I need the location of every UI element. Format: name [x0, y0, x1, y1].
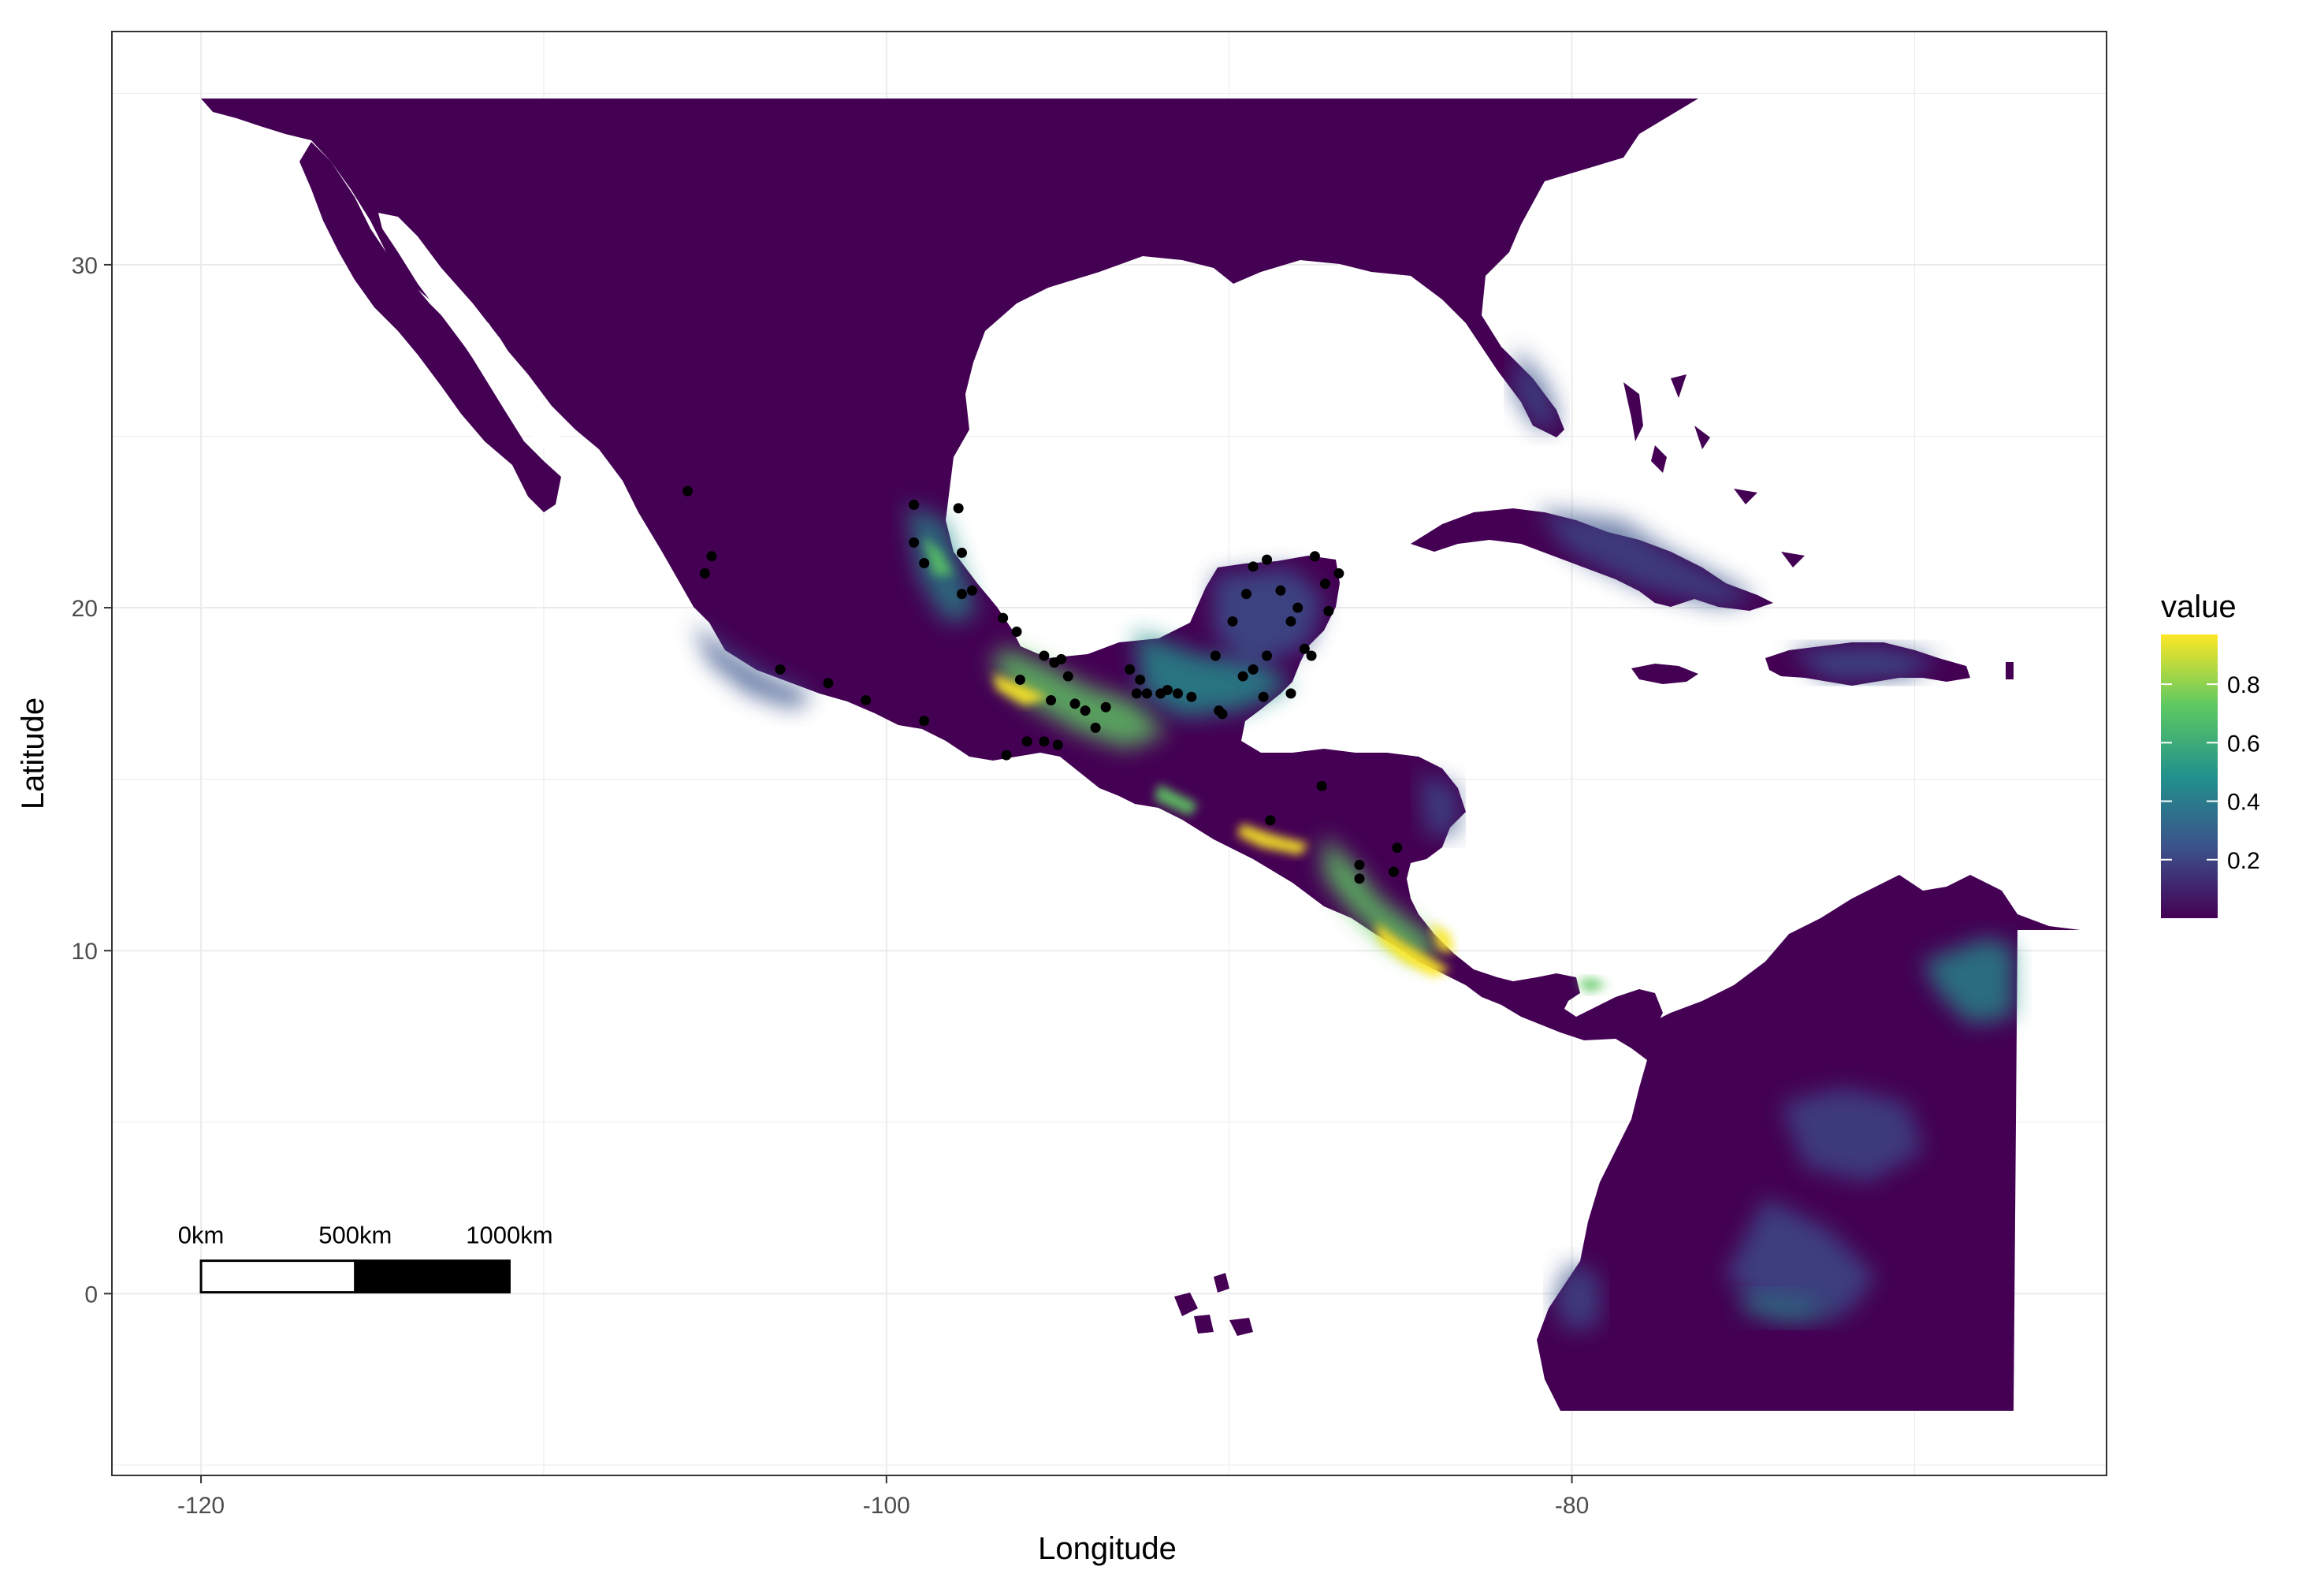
occurrence-point — [1131, 688, 1142, 699]
occurrence-point — [1080, 705, 1091, 716]
occurrence-point — [1323, 605, 1334, 616]
occurrence-point — [1021, 736, 1032, 747]
occurrence-point — [998, 612, 1009, 623]
legend: value 0.2 0.4 0.6 0.8 — [2161, 590, 2260, 918]
occurrence-point — [1172, 688, 1183, 699]
occurrence-point — [861, 695, 872, 706]
occurrence-point — [1069, 698, 1080, 709]
occurrence-point — [1014, 674, 1025, 685]
occurrence-point — [957, 547, 968, 558]
occurrence-point — [1248, 561, 1259, 572]
occurrence-point — [967, 585, 978, 596]
scale-bar-segment-black — [354, 1259, 511, 1294]
scale-bar-label: 0km — [178, 1222, 225, 1249]
y-axis-title: Latitude — [16, 698, 50, 809]
occurrence-point — [775, 664, 786, 675]
occurrence-point — [1001, 750, 1012, 761]
land-raster — [201, 99, 2081, 1411]
occurrence-point — [1135, 674, 1146, 685]
occurrence-point — [909, 500, 920, 511]
occurrence-point — [1039, 650, 1050, 661]
occurrence-point — [1265, 815, 1276, 826]
occurrence-point — [1227, 616, 1238, 627]
occurrence-point — [1262, 554, 1273, 565]
occurrence-point — [1240, 589, 1251, 600]
legend-ticks: 0.2 0.4 0.6 0.8 — [2161, 672, 2260, 874]
x-tick-label: -120 — [177, 1493, 225, 1519]
occurrence-point — [1141, 688, 1152, 699]
occurrence-point — [1309, 551, 1320, 562]
occurrence-point — [1210, 650, 1221, 661]
occurrence-point — [682, 485, 694, 497]
occurrence-point — [1056, 653, 1067, 664]
occurrence-point — [1125, 664, 1136, 675]
legend-colorbar — [2161, 634, 2218, 918]
occurrence-point — [1046, 695, 1057, 706]
occurrence-points — [682, 485, 1403, 884]
occurrence-point — [1262, 650, 1273, 661]
occurrence-point — [1090, 722, 1101, 733]
occurrence-point — [1248, 664, 1259, 675]
occurrence-point — [1333, 568, 1344, 579]
occurrence-point — [1052, 739, 1063, 750]
occurrence-point — [706, 551, 717, 562]
legend-label: 0.2 — [2227, 848, 2260, 874]
occurrence-point — [957, 589, 968, 600]
legend-title: value — [2161, 590, 2237, 624]
land-jamaica — [1631, 664, 1698, 684]
y-tick-label: 20 — [72, 596, 98, 622]
occurrence-point — [1039, 736, 1050, 747]
occurrence-point — [1100, 701, 1111, 712]
occurrence-point — [699, 568, 710, 579]
scale-bar: 0km 500km 1000km — [178, 1222, 553, 1294]
occurrence-point — [1354, 859, 1365, 870]
land-puerto-rico — [2006, 662, 2014, 679]
occurrence-point — [1275, 585, 1286, 596]
occurrence-point — [1292, 602, 1303, 613]
occurrence-point — [1237, 671, 1248, 682]
occurrence-point — [1186, 691, 1197, 702]
occurrence-point — [1354, 873, 1365, 884]
occurrence-point — [1011, 627, 1022, 638]
water-gulf-of-california — [378, 213, 567, 457]
plot-border — [111, 31, 2107, 1476]
y-tick-label: 10 — [72, 939, 98, 965]
scale-bar-label: 500km — [318, 1222, 392, 1249]
y-axis: 0 10 20 30 — [72, 253, 112, 1308]
occurrence-point — [1299, 643, 1310, 654]
occurrence-point — [1217, 709, 1228, 720]
occurrence-point — [1285, 688, 1296, 699]
x-tick-label: -80 — [1555, 1493, 1589, 1519]
occurrence-point — [919, 716, 930, 727]
occurrence-point — [1258, 691, 1269, 702]
legend-label: 0.4 — [2227, 790, 2260, 816]
land-galapagos — [1174, 1273, 1253, 1336]
legend-label: 0.6 — [2227, 731, 2260, 757]
occurrence-point — [919, 557, 930, 568]
occurrence-point — [909, 537, 920, 548]
occurrence-point — [1285, 616, 1296, 627]
occurrence-point — [953, 503, 964, 514]
y-tick-label: 30 — [72, 253, 98, 279]
y-tick-label: 0 — [84, 1282, 98, 1308]
occurrence-point — [1162, 684, 1173, 695]
scale-bar-label: 1000km — [466, 1222, 552, 1249]
x-axis-title: Longitude — [1038, 1531, 1177, 1566]
occurrence-point — [1392, 843, 1403, 854]
occurrence-point — [1306, 650, 1317, 661]
occurrence-point — [1319, 579, 1330, 590]
occurrence-point — [1388, 866, 1399, 877]
land-baja-california — [299, 142, 561, 512]
legend-label: 0.8 — [2227, 672, 2260, 698]
scale-bar-segment-white — [199, 1259, 357, 1294]
occurrence-point — [823, 678, 834, 689]
occurrence-point — [1062, 671, 1073, 682]
x-tick-label: -100 — [863, 1493, 910, 1519]
occurrence-point — [1316, 780, 1327, 791]
x-axis: -120 -100 -80 — [177, 1475, 1589, 1519]
